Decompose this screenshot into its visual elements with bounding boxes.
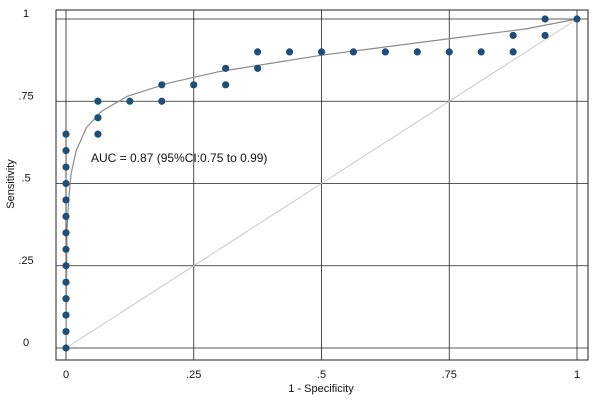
data-point [94,130,102,138]
data-point [413,48,421,56]
data-point [477,48,485,56]
data-point [62,179,70,188]
data-point [62,245,70,253]
data-point [254,64,262,72]
plot-border [55,9,589,361]
data-point [317,48,326,56]
reference-diagonal [65,18,578,349]
data-point [62,295,70,303]
y-tick-label: .25 [18,255,33,267]
data-point [62,311,70,319]
data-point [62,229,70,237]
data-point [190,81,198,89]
data-point [445,48,453,56]
data-point [285,48,294,56]
plot-area [55,9,589,361]
x-axis-tick-labels: 0 .25 .5 .75 1 [63,369,580,381]
data-point [94,97,102,105]
chance-line [65,18,578,349]
data-point [126,97,134,105]
data-point [62,262,70,270]
fitted-roc-curve [65,18,578,349]
gridlines [56,10,588,360]
data-point [222,64,230,72]
x-tick-label: 1 [574,369,580,381]
x-tick-label: .25 [186,369,201,381]
x-tick-label: .5 [317,369,326,381]
auc-annotation: AUC = 0.87 (95%CI:0.75 to 0.99) [91,151,267,165]
data-point [381,48,389,56]
y-tick-label: .75 [18,90,33,102]
data-point [541,31,549,40]
data-point [541,15,549,23]
data-point [94,114,102,122]
data-point [158,81,166,89]
data-point [254,48,262,56]
data-point [222,81,230,89]
x-tick-label: 0 [63,369,69,381]
data-point [509,48,517,56]
y-tick-label: 1 [23,8,29,20]
data-point [62,163,70,171]
data-point [62,147,70,155]
data-point [62,130,70,138]
y-axis-tick-labels: 0 .25 .5 .75 1 [18,8,33,349]
data-point [573,15,581,23]
data-point [349,48,358,56]
data-point [62,344,70,352]
data-point [509,31,517,40]
data-point [62,196,70,204]
fitted-curve-path [65,18,578,349]
y-axis-title: Sensitivity [5,159,17,209]
data-point [62,278,70,286]
x-axis-title: 1 - Specificity [288,383,354,395]
data-points [62,15,581,352]
y-tick-label: 0 [23,337,29,349]
data-point [62,212,70,220]
data-point [158,97,166,105]
x-tick-label: .75 [442,369,457,381]
y-tick-label: .5 [21,173,30,185]
data-point [62,327,70,336]
